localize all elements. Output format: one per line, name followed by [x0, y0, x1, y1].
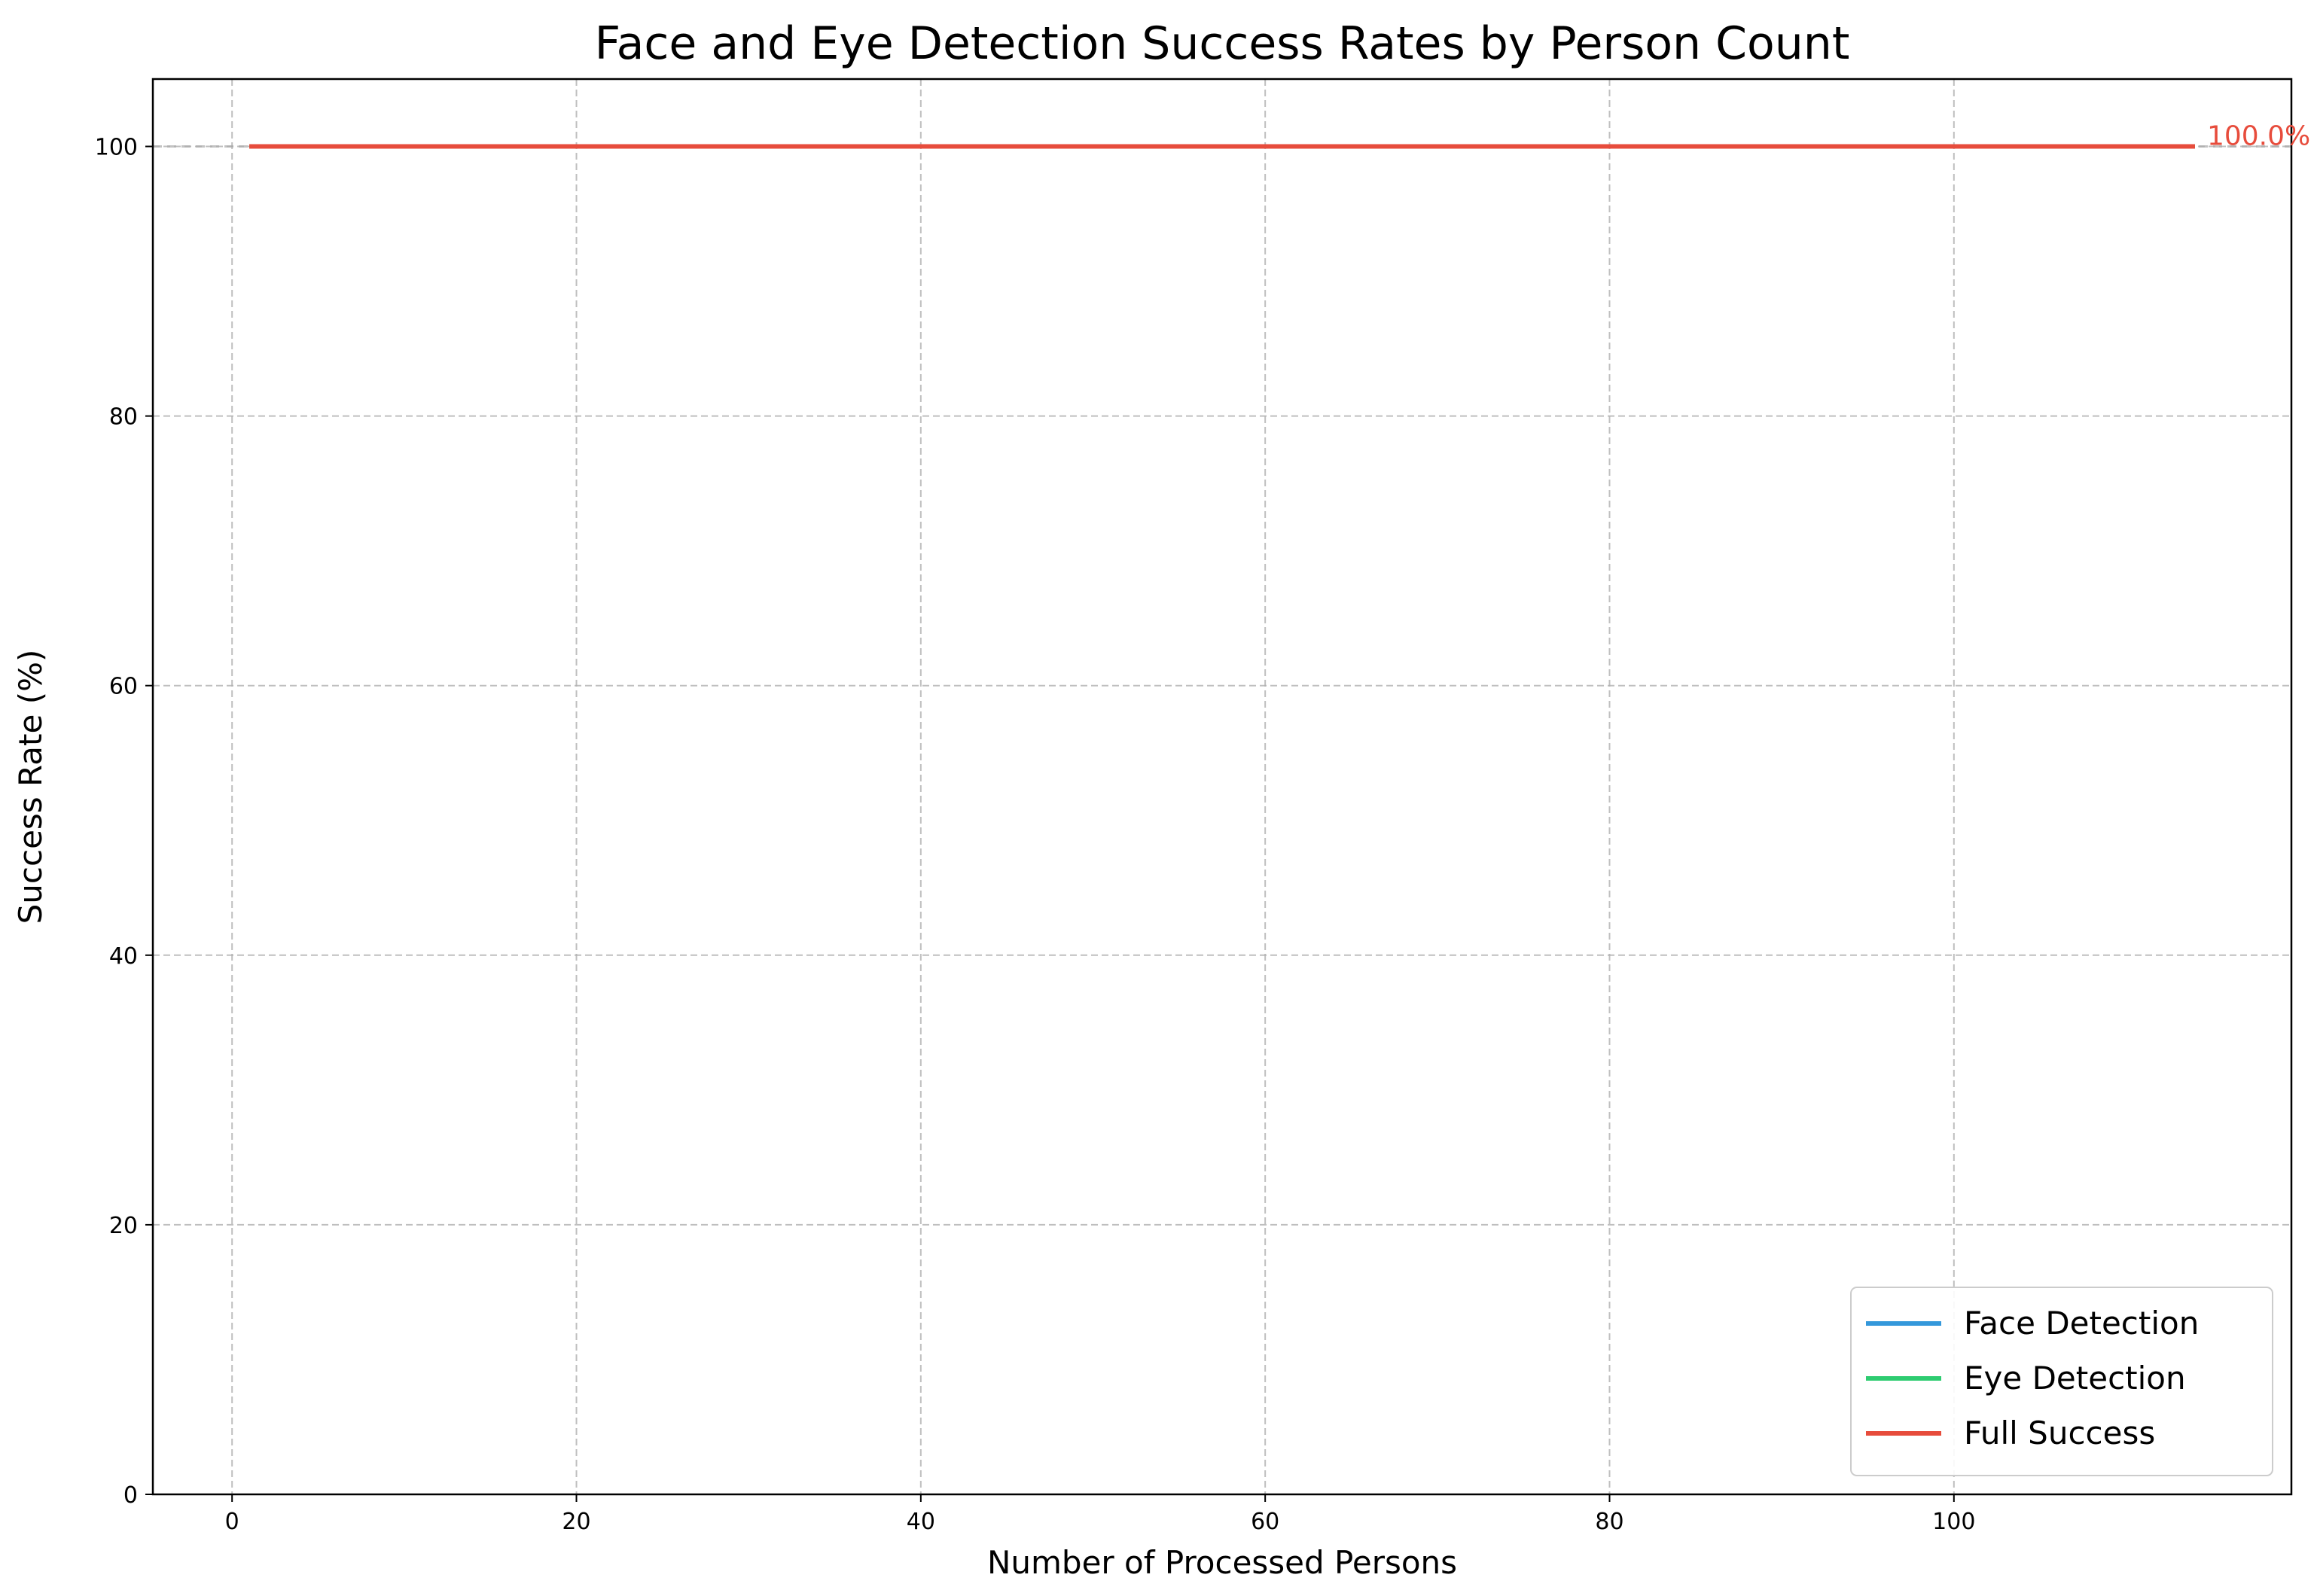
- x-tick-label: 100: [1932, 1509, 1975, 1535]
- legend-label: Eye Detection: [1964, 1360, 2186, 1396]
- legend-label: Face Detection: [1964, 1305, 2199, 1342]
- plot-frame: [151, 78, 2293, 1496]
- y-tick-label: 60: [109, 674, 138, 700]
- y-tick-label: 0: [123, 1482, 138, 1509]
- chart-title: Face and Eye Detection Success Rates by …: [595, 17, 1850, 70]
- x-tick-label: 80: [1595, 1509, 1623, 1535]
- x-tick-label: 20: [562, 1509, 590, 1535]
- annotation-label: 100.0%: [2207, 121, 2310, 152]
- y-axis-label: Success Rate (%): [12, 650, 49, 924]
- legend-box: [1850, 1287, 2273, 1476]
- x-tick-label: 40: [907, 1509, 935, 1535]
- axis-ticks: 0 20 40 60 80 100 0 20 40 60 80 100: [95, 135, 1976, 1535]
- legend: Face Detection Eye Detection Full Success: [1850, 1287, 2273, 1476]
- x-tick-label: 0: [225, 1509, 239, 1535]
- grid: [153, 79, 2291, 1495]
- annotations: 100.0%: [2207, 121, 2310, 152]
- x-axis-label: Number of Processed Persons: [987, 1544, 1457, 1581]
- y-tick-label: 20: [109, 1213, 138, 1239]
- y-tick-label: 40: [109, 943, 138, 970]
- y-tick-label: 100: [95, 135, 138, 161]
- y-tick-label: 80: [109, 404, 138, 431]
- legend-label: Full Success: [1964, 1415, 2155, 1451]
- x-tick-label: 60: [1251, 1509, 1279, 1535]
